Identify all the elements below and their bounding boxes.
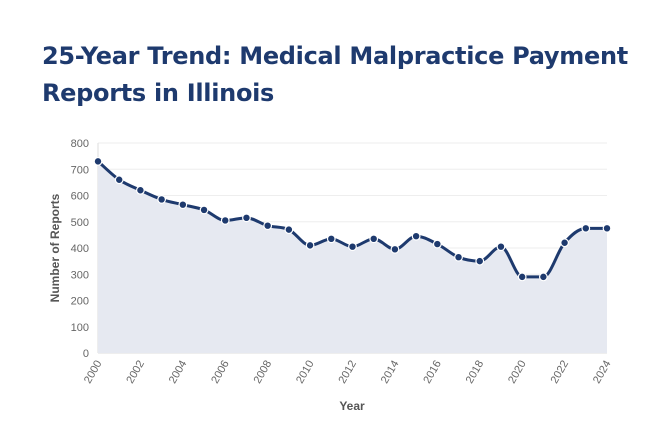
- data-point: [284, 225, 294, 235]
- y-axis-label: Number of Reports: [48, 193, 62, 302]
- data-point: [114, 175, 124, 185]
- x-tick-label: 2018: [464, 359, 487, 386]
- data-point: [369, 234, 379, 244]
- data-point: [602, 223, 612, 233]
- data-point: [157, 195, 167, 204]
- data-point: [348, 242, 357, 252]
- data-point: [263, 221, 273, 231]
- data-point: [136, 185, 145, 195]
- area-fill: [98, 161, 607, 353]
- y-tick-label: 700: [71, 164, 89, 176]
- x-tick-label: 2010: [294, 359, 317, 386]
- x-tick-label: 2002: [124, 359, 147, 386]
- data-point: [390, 244, 400, 254]
- y-tick-label: 500: [71, 217, 89, 229]
- data-point: [454, 252, 463, 262]
- x-tick-label: 2024: [591, 359, 614, 386]
- x-tick-label: 2022: [549, 359, 572, 386]
- y-tick-label: 300: [71, 269, 89, 281]
- data-point: [93, 156, 103, 166]
- chart-title: 25-Year Trend: Medical Malpractice Payme…: [42, 42, 628, 107]
- data-point: [305, 240, 315, 250]
- x-tick-label: 2006: [209, 359, 232, 386]
- x-tick-label: 2020: [506, 359, 529, 386]
- data-point: [560, 238, 569, 248]
- data-point: [432, 239, 442, 249]
- y-tick-label: 400: [71, 243, 89, 255]
- x-tick-label: 2014: [379, 359, 402, 386]
- y-tick-label: 200: [71, 296, 89, 308]
- data-point: [178, 200, 188, 210]
- x-tick-label: 2012: [336, 359, 359, 386]
- data-point: [242, 213, 251, 223]
- x-axis-label: Year: [339, 399, 365, 413]
- x-tick-label: 2016: [421, 359, 444, 386]
- data-point: [326, 234, 336, 244]
- data-point: [475, 256, 485, 266]
- y-tick-label: 600: [71, 191, 89, 203]
- data-point: [220, 216, 230, 225]
- data-point: [581, 223, 591, 233]
- data-point: [496, 242, 506, 252]
- data-point: [517, 272, 527, 282]
- y-tick-label: 100: [71, 322, 89, 334]
- y-tick-label: 0: [83, 348, 89, 360]
- x-tick-label: 2004: [167, 359, 190, 386]
- data-point: [411, 231, 421, 241]
- data-point: [538, 272, 548, 282]
- x-tick-label: 2000: [82, 359, 105, 386]
- x-tick-label: 2008: [252, 359, 275, 386]
- y-tick-label: 800: [71, 138, 89, 150]
- data-point: [199, 205, 209, 215]
